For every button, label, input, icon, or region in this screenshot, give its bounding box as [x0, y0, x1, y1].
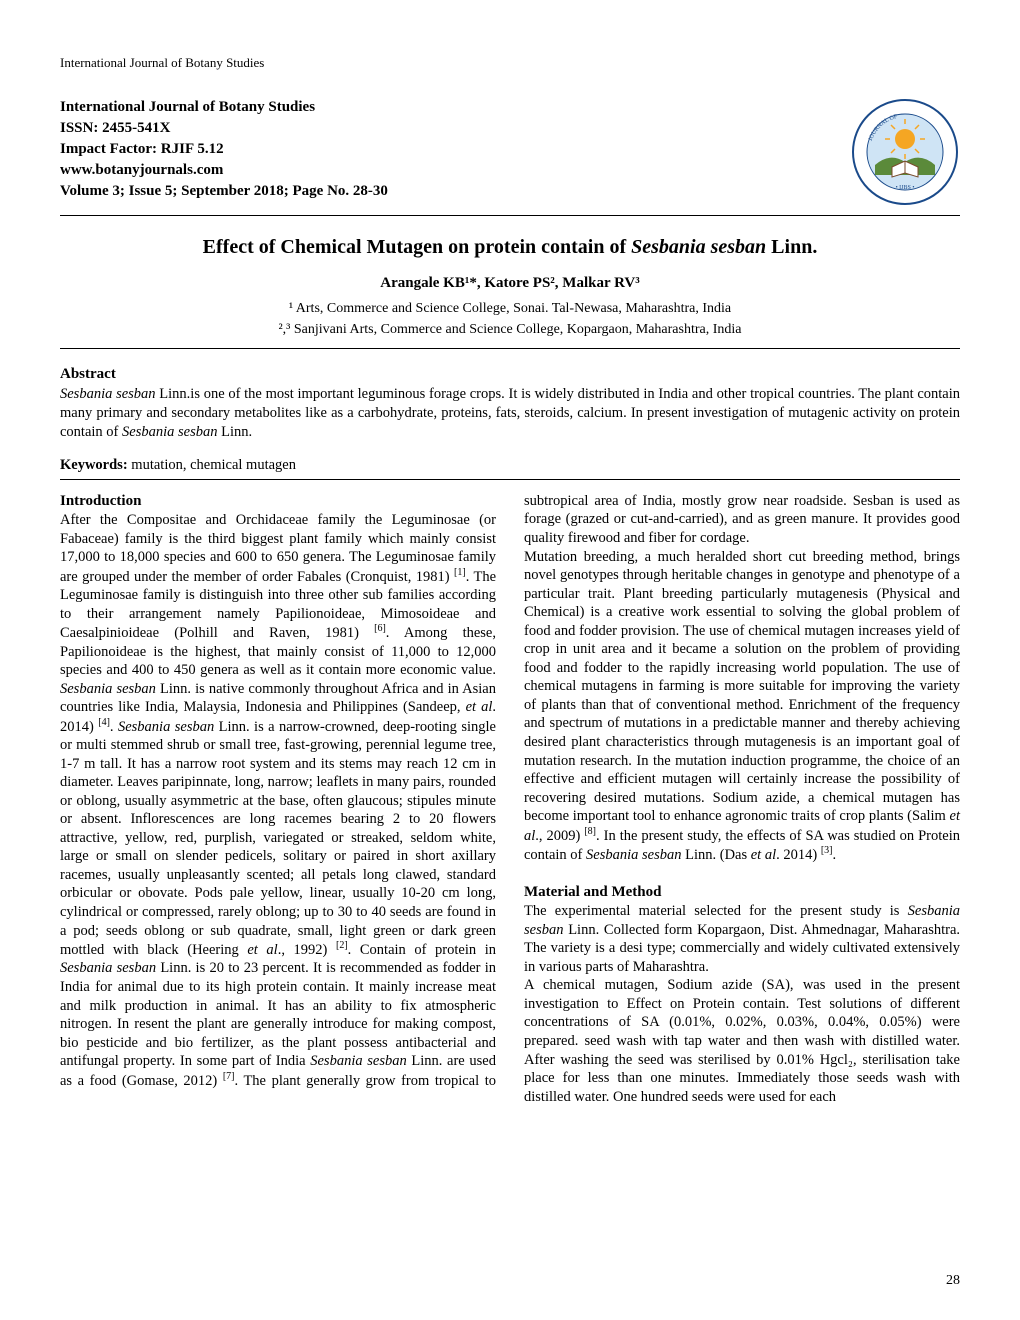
- body-columns: Introduction After the Compositae and Or…: [60, 492, 960, 1106]
- website: www.botanyjournals.com: [60, 160, 388, 181]
- p4a: A chemical mutagen, Sodium azide (SA), w…: [524, 977, 960, 1104]
- etal2: et al: [247, 942, 277, 958]
- ref6: [6]: [374, 623, 386, 634]
- article-title: Effect of Chemical Mutagen on protein co…: [60, 234, 960, 260]
- etal1: et al: [466, 699, 493, 715]
- ref1: [1]: [454, 567, 466, 578]
- keywords-text: mutation, chemical mutagen: [128, 457, 296, 473]
- intro-heading: Introduction: [60, 493, 141, 509]
- ref8: [8]: [584, 826, 596, 837]
- title-suffix: Linn.: [766, 236, 817, 258]
- issn: ISSN: 2455-541X: [60, 118, 388, 139]
- volume-issue: Volume 3; Issue 5; September 2018; Page …: [60, 181, 388, 202]
- p3a: The experimental material selected for t…: [524, 903, 908, 919]
- sp1: Sesbania sesban: [60, 681, 156, 697]
- title-prefix: Effect of Chemical Mutagen on protein co…: [203, 236, 631, 258]
- p1g: Linn. is a narrow-crowned, deep-rooting …: [60, 719, 496, 958]
- p2b: ., 2009): [535, 828, 584, 844]
- sp3: Sesbania sesban: [60, 960, 156, 976]
- authors: Arangale KB¹*, Katore PS², Malkar RV³: [60, 274, 960, 294]
- ref4: [4]: [98, 717, 110, 728]
- impact-factor: Impact Factor: RJIF 5.12: [60, 139, 388, 160]
- ref3: [3]: [821, 845, 833, 856]
- header-block: International Journal of Botany Studies …: [60, 97, 960, 207]
- page-number: 28: [946, 1272, 960, 1290]
- p2d: Linn. (Das: [681, 847, 750, 863]
- abstract-heading: Abstract: [60, 365, 960, 385]
- p2a: Mutation breeding, a much heralded short…: [524, 549, 960, 825]
- p1a: After the Compositae and Orchidaceae fam…: [60, 512, 496, 584]
- keywords-divider: [60, 479, 960, 480]
- sp2: Sesbania sesban: [118, 719, 214, 735]
- header-divider: [60, 215, 960, 216]
- p2f: .: [833, 847, 837, 863]
- running-header: International Journal of Botany Studies: [60, 55, 960, 72]
- abstract-species-2: Sesbania sesban: [122, 424, 217, 440]
- abstract-text: Sesbania sesban Linn.is one of the most …: [60, 385, 960, 442]
- sp4: Sesbania sesban: [310, 1053, 406, 1069]
- affiliation-2: ²,³ Sanjivani Arts, Commerce and Science…: [60, 320, 960, 340]
- affiliation-1: ¹ Arts, Commerce and Science College, So…: [60, 299, 960, 319]
- ref2: [2]: [336, 940, 348, 951]
- etal4: et al: [751, 847, 776, 863]
- p1i: . Contain of protein in: [348, 942, 496, 958]
- ref7: [7]: [223, 1071, 235, 1082]
- abstract-species-1: Sesbania sesban: [60, 386, 156, 402]
- abstract-end: Linn.: [217, 424, 252, 440]
- keywords-label: Keywords:: [60, 457, 128, 473]
- keywords: Keywords: mutation, chemical mutagen: [60, 456, 960, 475]
- title-species: Sesbania sesban: [631, 236, 766, 258]
- p3b: Linn. Collected form Kopargaon, Dist. Ah…: [524, 922, 960, 975]
- affiliation-divider: [60, 348, 960, 349]
- sp5: Sesbania sesban: [586, 847, 681, 863]
- affiliations: ¹ Arts, Commerce and Science College, So…: [60, 299, 960, 340]
- p1h: ., 1992): [278, 942, 336, 958]
- p2e: . 2014): [776, 847, 821, 863]
- journal-logo-icon: JOURNAL OF • IJBS •: [850, 97, 960, 207]
- journal-name: International Journal of Botany Studies: [60, 97, 388, 118]
- mm-heading: Material and Method: [524, 884, 661, 900]
- p1f: .: [110, 719, 118, 735]
- journal-info: International Journal of Botany Studies …: [60, 97, 388, 202]
- svg-text:• IJBS •: • IJBS •: [896, 185, 915, 191]
